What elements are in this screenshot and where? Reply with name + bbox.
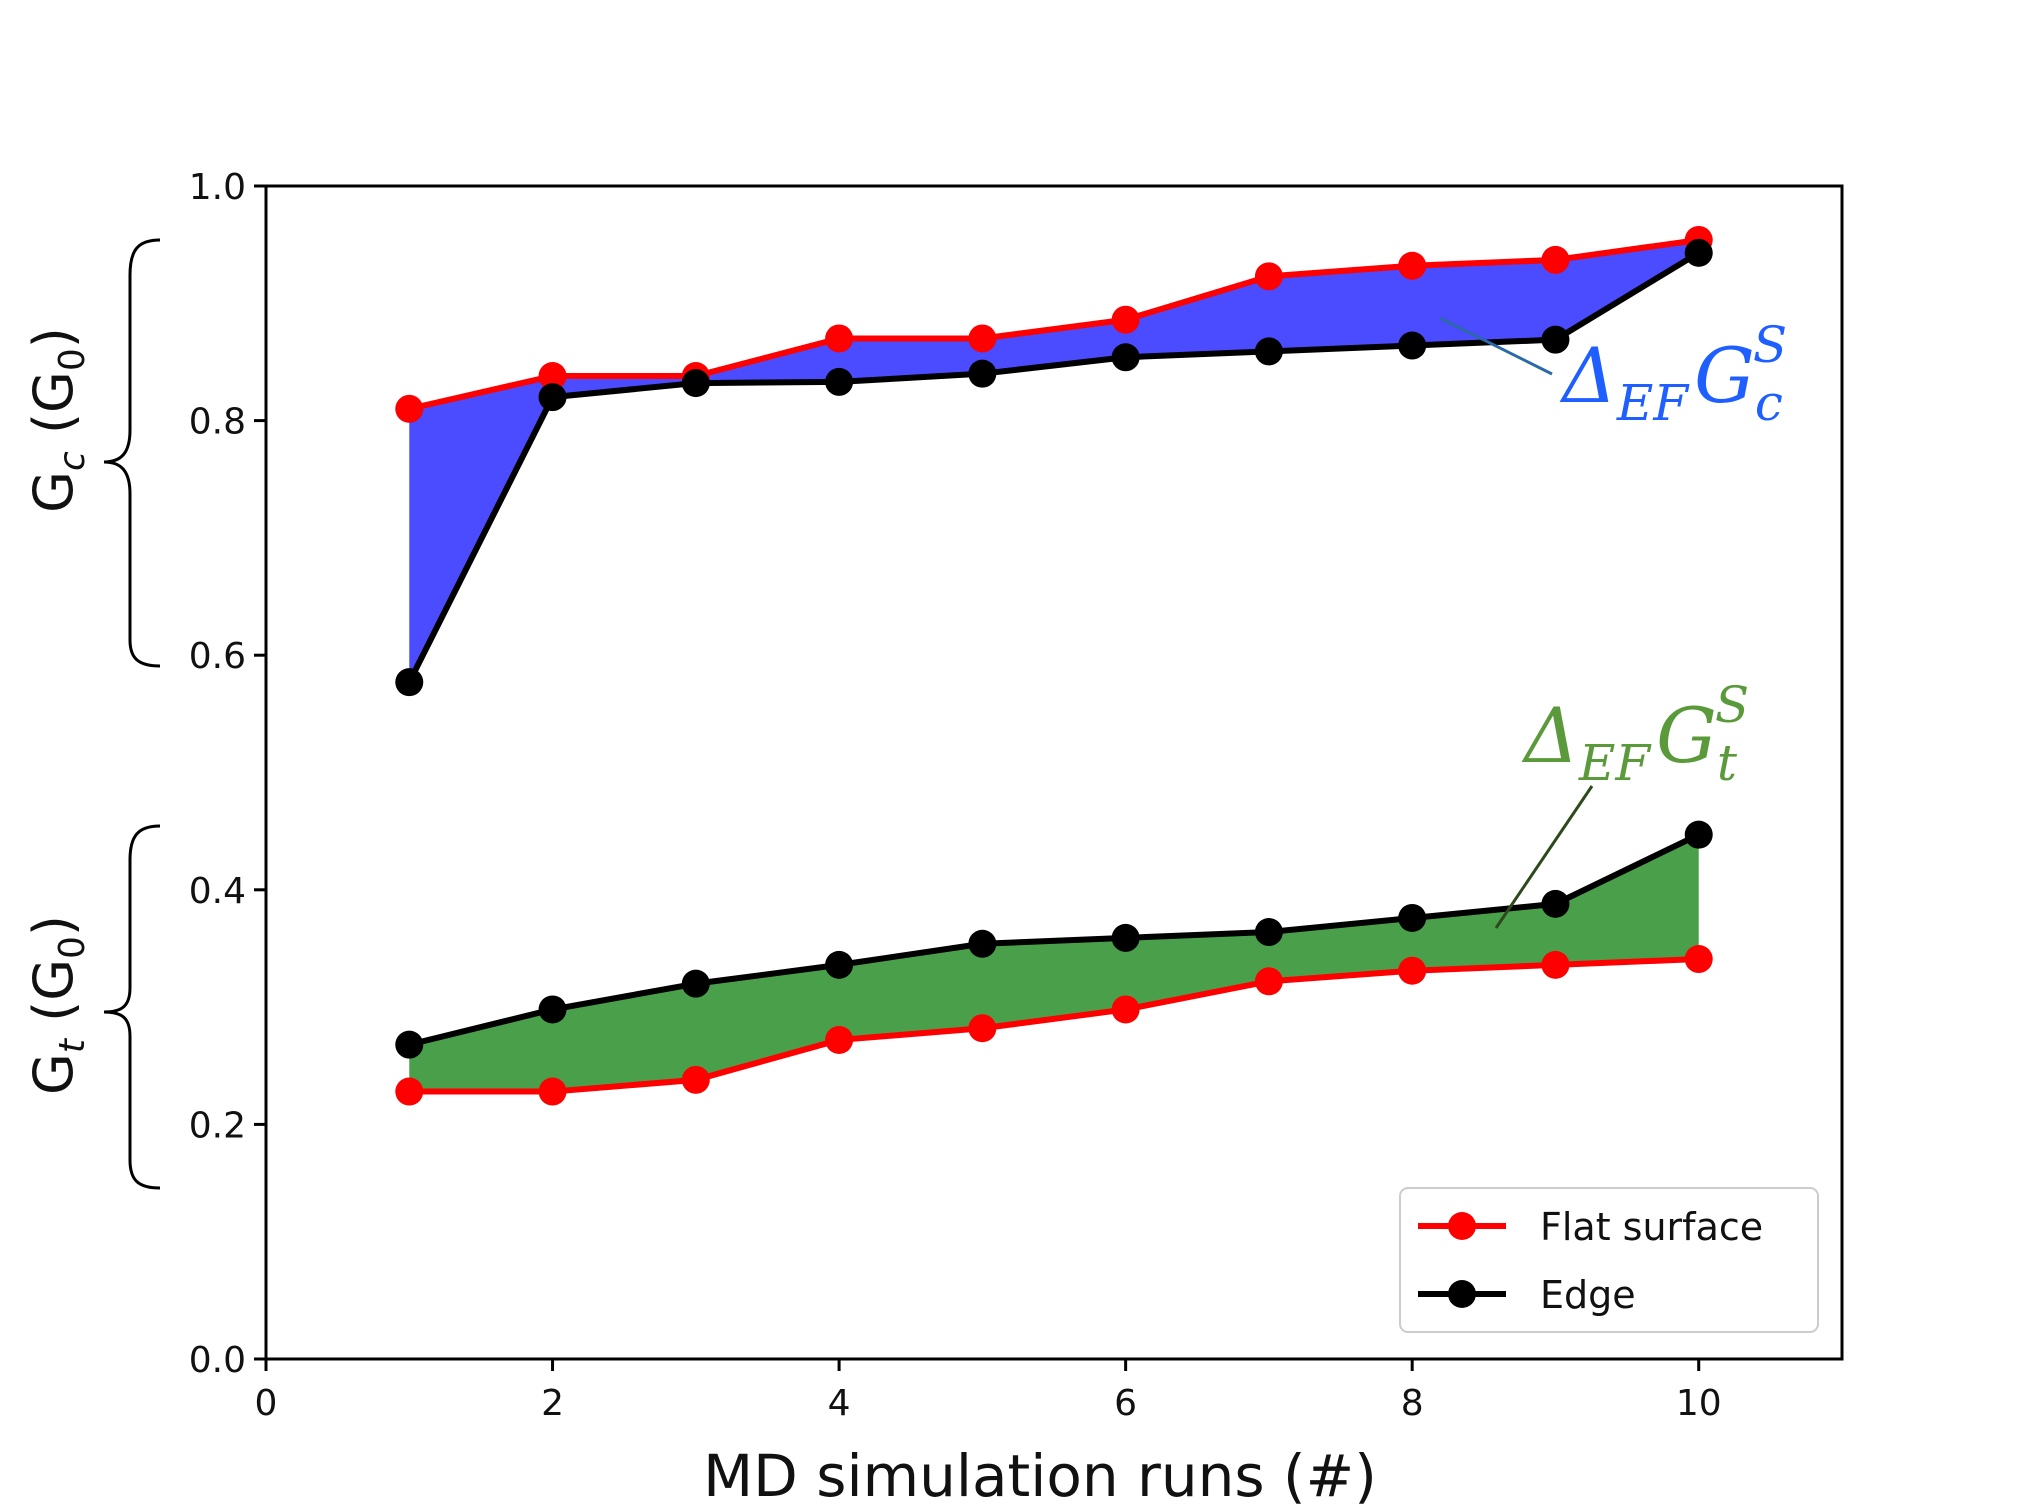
annotation-gt-delta: Δ [1521,691,1579,780]
data-point-edge-gt [1111,923,1140,952]
annotation-gc: ΔEFGcS [1559,316,1787,432]
data-point-edge-gc [825,367,854,396]
y-tick-label: 0.4 [189,871,246,912]
data-point-edge-gc [1541,325,1570,354]
data-point-edge-gc [681,369,710,398]
ylabel-gc-close: ) [22,327,85,348]
data-point-flat-surface-gc [1398,251,1427,280]
data-point-flat-surface-gt [681,1065,710,1094]
data-point-edge-gc [1684,238,1713,267]
ylabel-gt-close: ) [22,915,85,936]
series-line-flat-surface-gc [408,236,1700,412]
ylabel-gc-unit: (G [22,371,85,451]
axis-ticks: 0 2 4 6 8 10 0.0 0.2 0.4 0.6 0.8 1.0 [189,167,1722,1424]
data-point-flat-surface-gt [1684,945,1713,974]
annotation-gt-sup: S [1715,676,1749,734]
data-point-edge-gt [968,929,997,958]
annotation-gc-sub2: c [1755,374,1783,432]
legend: Flat surface Edge [1399,1187,1819,1333]
data-point-flat-surface-gt [1254,967,1283,996]
data-point-flat-surface-gc [1541,245,1570,274]
ylabel-gc-unit-sub: 0 [52,348,93,371]
ylabel-gt-main: G [22,1053,85,1095]
data-point-flat-surface-gc [1111,305,1140,334]
annotation-gc-g: G [1694,331,1755,420]
annotation-gt-g: G [1656,691,1717,780]
annotation-gc-sup: S [1753,316,1787,374]
annotation-gt: ΔEFGtS [1521,676,1749,792]
series-line-flat-surface-gt [409,956,1699,1095]
ylabel-gc-sub: c [52,451,93,471]
annotation-gt-leader [1494,785,1594,929]
data-point-edge-gc [968,359,997,388]
ylabel-gt-unit: (G [22,959,85,1039]
x-tick-label: 8 [1401,1383,1424,1424]
data-point-flat-surface-gc [968,324,997,353]
data-point-flat-surface-gt [1111,995,1140,1024]
data-point-flat-surface-gt [538,1077,567,1106]
y-tick-label: 0.8 [189,402,246,443]
data-point-flat-surface-gt [395,1077,424,1106]
data-point-edge-gc [395,668,424,697]
data-point-edge-gt [538,995,567,1024]
data-point-flat-surface-gt [1541,950,1570,979]
annotation-gt-sub2: t [1717,734,1738,792]
data-point-flat-surface-gc [395,394,424,423]
ylabel-gt-sub: t [52,1037,93,1053]
plot-frame [264,184,1844,1361]
ylabel-gc-main: G [22,471,85,513]
data-point-flat-surface-gc [538,362,567,391]
x-axis-title: MD simulation runs (#) [703,1442,1377,1510]
y-tick-label: 0.0 [189,1340,246,1381]
legend-label-edge: Edge [1540,1273,1636,1317]
y-tick-label: 1.0 [189,167,246,208]
annotation-gc-leader [1439,316,1553,376]
legend-marker-edge [1448,1280,1476,1308]
data-point-edge-gt [681,969,710,998]
y-tick-label: 0.6 [189,636,246,677]
x-tick-label: 2 [541,1383,564,1424]
data-point-edge-gt [825,950,854,979]
ylabel-gt-unit-sub: 0 [52,936,93,959]
fill-gt [409,834,1699,1092]
series-line-edge-gc [406,250,1701,684]
y-tick-label: 0.2 [189,1105,246,1146]
data-point-edge-gt [1684,820,1713,849]
x-tick-label: 10 [1676,1383,1722,1424]
data-point-edge-gt [1541,889,1570,918]
fill-areas [409,239,1699,1092]
data-point-flat-surface-gc [1254,262,1283,291]
x-tick-label: 4 [828,1383,851,1424]
legend-label-flat: Flat surface [1540,1205,1763,1249]
annotation-gc-sub1: EF [1616,374,1690,432]
data-point-edge-gc [538,383,567,412]
x-tick-label: 6 [1114,1383,1137,1424]
data-point-edge-gt [395,1030,424,1059]
data-point-flat-surface-gc [825,324,854,353]
data-point-edge-gt [1254,918,1283,947]
data-point-flat-surface-gt [968,1014,997,1043]
data-point-edge-gc [1254,337,1283,366]
data-point-edge-gt [1398,903,1427,932]
data-point-edge-gc [1398,331,1427,360]
x-tick-label: 0 [255,1383,278,1424]
y-axis-title-gt: Gt (G0) [22,915,93,1095]
y-axis-title-gc: Gc (G0) [22,327,93,513]
annotation-gt-sub1: EF [1578,734,1652,792]
data-point-flat-surface-gt [1398,956,1427,985]
legend-marker-flat [1448,1212,1476,1240]
series-group [395,225,1713,1106]
brace-gc [103,238,161,668]
data-point-edge-gc [1111,343,1140,372]
data-point-flat-surface-gt [825,1025,854,1054]
brace-gt [103,824,161,1190]
annotation-gc-delta: Δ [1559,331,1617,420]
series-line-edge-gt [408,831,1701,1048]
fill-gc [409,239,1699,683]
